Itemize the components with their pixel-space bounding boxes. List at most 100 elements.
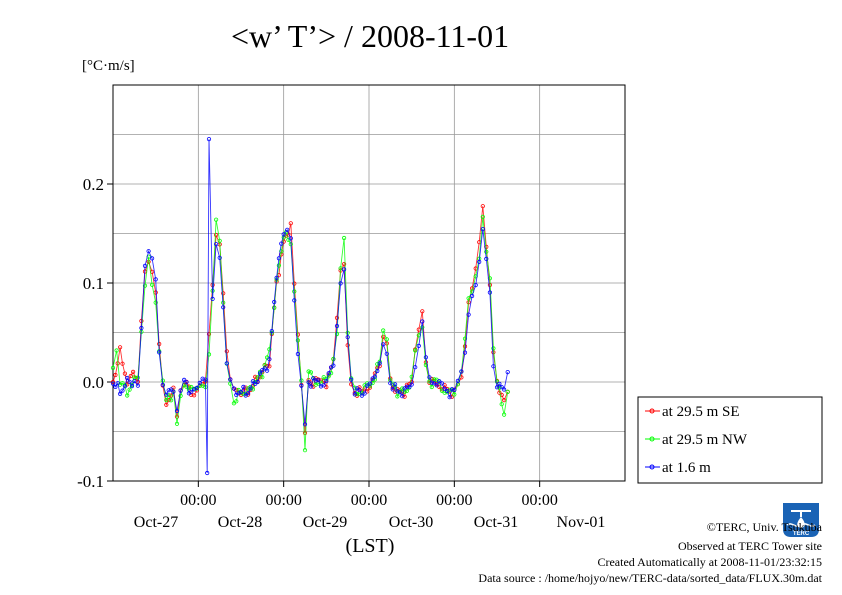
data-point [135, 383, 140, 388]
data-point [501, 412, 507, 417]
data-point [292, 298, 297, 303]
data-point [416, 327, 421, 332]
x-tick-date: Oct-28 [218, 514, 262, 531]
data-point [113, 384, 118, 389]
data-point [499, 384, 504, 390]
data-point [206, 331, 212, 337]
data-point [409, 382, 414, 387]
data-point [127, 379, 132, 384]
data-point [308, 384, 313, 389]
data-point [377, 361, 382, 366]
data-point [174, 421, 180, 426]
footer-source: Data source : /home/hojyo/new/TERC-data/… [478, 571, 822, 585]
logo-wave-icon [786, 523, 816, 527]
data-point [372, 377, 377, 382]
data-point [362, 391, 367, 396]
data-point [122, 371, 128, 376]
data-point [381, 328, 386, 333]
data-point [169, 398, 174, 403]
data-point [129, 383, 135, 389]
data-point [429, 380, 434, 385]
x-tick-date: Oct-31 [474, 514, 518, 531]
data-point [331, 363, 336, 368]
data-point [224, 361, 229, 366]
data-point [171, 389, 176, 394]
series-group [110, 137, 510, 476]
data-point [466, 296, 471, 301]
data-point [390, 381, 395, 386]
data-point [166, 393, 171, 398]
data-point [306, 369, 311, 374]
data-point [362, 383, 367, 388]
footer-copyright: ©TERC, Univ. Tsukuba [707, 520, 823, 534]
data-point [449, 387, 455, 392]
x-tick-time: 00:00 [180, 492, 216, 509]
data-point [127, 387, 132, 392]
data-point [243, 393, 248, 398]
data-point [189, 389, 194, 394]
x-tick-time: 00:00 [351, 492, 387, 509]
data-point [110, 365, 116, 370]
data-point [125, 375, 130, 381]
data-point [367, 381, 372, 386]
series-3 [110, 137, 510, 476]
legend-swatch-marker [649, 436, 655, 442]
data-point [452, 387, 457, 393]
legend-label: at 1.6 m [662, 460, 711, 476]
data-point [292, 281, 297, 286]
data-point [217, 255, 222, 260]
legend-item: at 29.5 m SE [645, 404, 740, 420]
data-point [392, 389, 398, 394]
data-point [164, 392, 169, 397]
footer-created: Created Automatically at 2008-11-01/23:3… [597, 555, 822, 569]
legend-item: at 1.6 m [645, 460, 711, 476]
data-point [262, 366, 267, 371]
data-point [206, 352, 212, 357]
data-point [494, 385, 500, 390]
legend-swatch-marker [649, 408, 655, 414]
data-point [462, 350, 468, 355]
data-point [392, 382, 398, 387]
data-point [257, 375, 263, 380]
data-point [253, 374, 258, 379]
data-point [372, 374, 377, 379]
data-point [334, 323, 340, 329]
data-point [169, 387, 174, 392]
data-point [194, 385, 199, 390]
data-point [205, 470, 210, 476]
data-point [146, 249, 151, 254]
data-point [455, 378, 460, 383]
x-tick-time: 00:00 [436, 492, 472, 509]
data-point [308, 370, 313, 375]
data-point [160, 382, 165, 387]
data-point [501, 397, 507, 403]
data-point [166, 388, 171, 393]
data-point [206, 137, 212, 142]
data-point [169, 393, 174, 398]
data-point [345, 335, 350, 340]
data-point [120, 361, 125, 366]
data-point [125, 393, 130, 398]
legend-box [637, 396, 823, 484]
data-point [267, 357, 272, 362]
data-point [480, 204, 485, 209]
data-point [142, 263, 148, 268]
series-line [112, 139, 509, 474]
logo-text: TERC [793, 531, 810, 537]
data-point [359, 393, 364, 398]
data-point [413, 348, 418, 353]
data-point [264, 363, 270, 369]
data-point [174, 408, 180, 414]
data-point [214, 242, 219, 247]
x-tick-date: Nov-01 [557, 514, 606, 531]
data-point [288, 221, 293, 226]
data-point [153, 300, 158, 305]
data-point [178, 388, 183, 393]
y-tick-label: 0.0 [83, 373, 104, 392]
data-point [484, 249, 489, 254]
data-point [480, 227, 485, 232]
data-point [349, 377, 354, 382]
x-tick-time: 00:00 [521, 492, 557, 509]
data-point [445, 388, 450, 394]
data-point [302, 448, 308, 453]
